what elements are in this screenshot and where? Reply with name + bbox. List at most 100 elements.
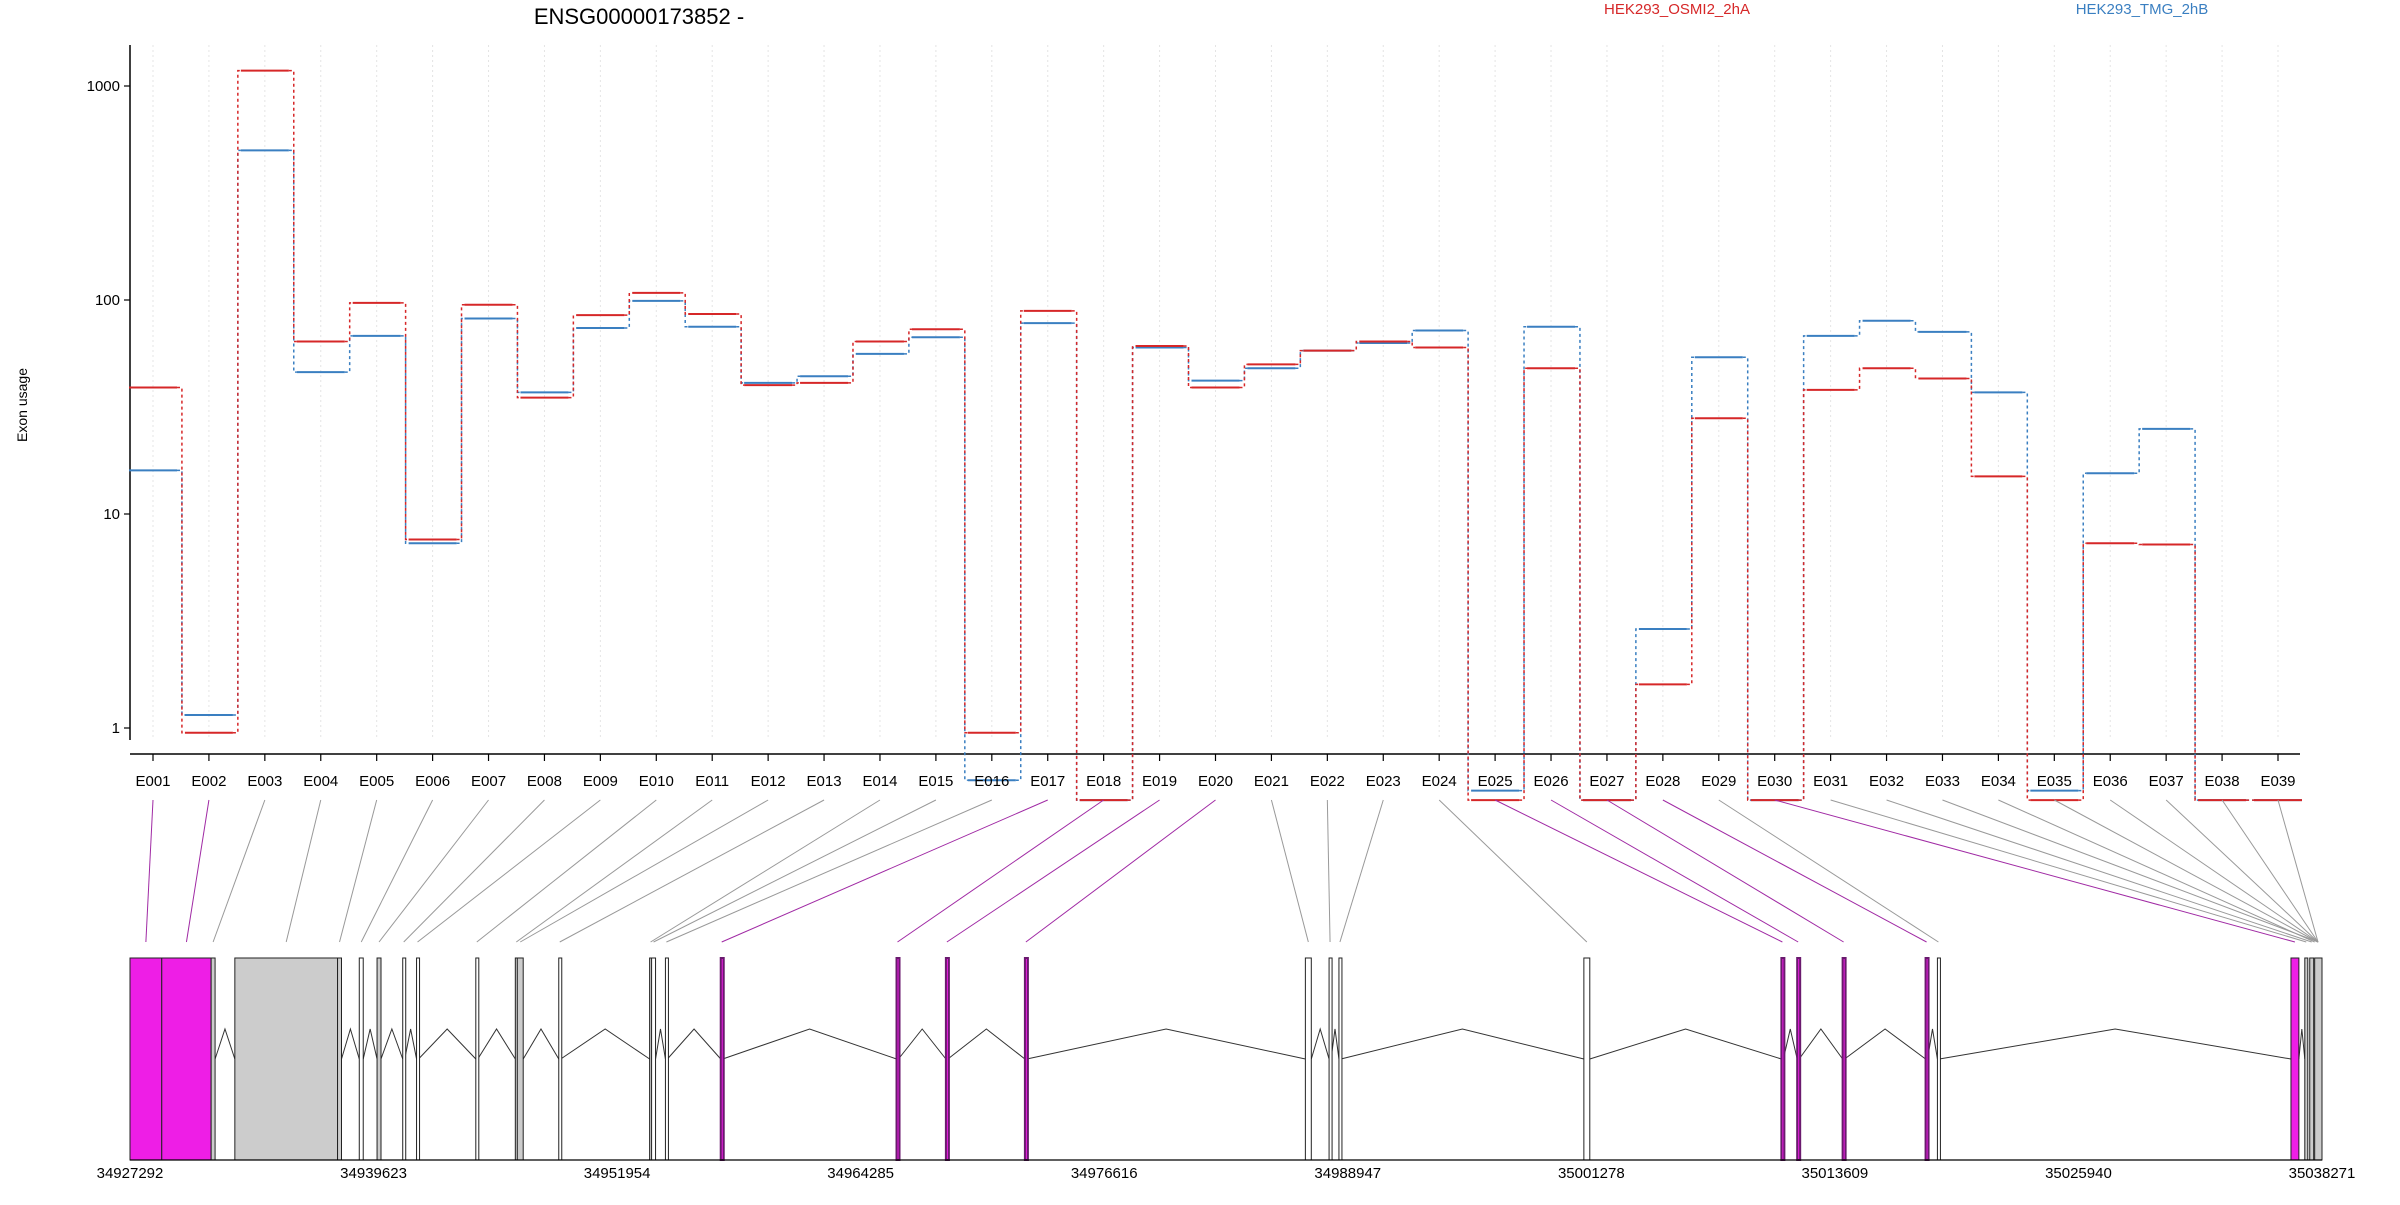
x-tick-label: E015	[918, 773, 953, 790]
data-series	[129, 69, 2302, 802]
x-tick-label: E028	[1645, 773, 1680, 790]
series-0-connector	[400, 302, 409, 541]
series-1-connector	[624, 300, 633, 329]
exon-box	[1841, 957, 1847, 1161]
series-1-connector	[568, 327, 577, 394]
exon-connector	[721, 799, 1048, 943]
exon-connector	[1718, 799, 1939, 943]
series-0-connector	[1519, 367, 1528, 801]
series-1-connector	[1239, 367, 1248, 382]
x-tick-label: E019	[1142, 773, 1177, 790]
x-tick-label: E007	[471, 773, 506, 790]
exon-box	[416, 957, 421, 1161]
exon-box	[358, 957, 364, 1161]
intron-line	[1844, 1028, 1926, 1060]
x-tick-label: E008	[527, 773, 562, 790]
exon-connectors	[145, 799, 2319, 943]
exon-box	[2314, 957, 2323, 1161]
exon-connector	[285, 799, 322, 943]
series-0-connector	[1630, 683, 1639, 801]
exon-box	[2290, 957, 2300, 1161]
intron-line	[1340, 1028, 1584, 1060]
x-tick-label: E014	[862, 773, 897, 790]
x-tick-label: E034	[1981, 773, 2016, 790]
y-tick-label: 1	[112, 720, 120, 737]
intron-line	[1589, 1028, 1782, 1060]
x-tick-label: E029	[1701, 773, 1736, 790]
exon-box	[475, 957, 480, 1161]
exon-connector	[946, 799, 1160, 943]
series-1-connector	[1854, 319, 1863, 337]
genomic-tick-label: 34976616	[1071, 1165, 1138, 1182]
series-0-connector	[568, 314, 577, 399]
series-1-connector	[1630, 628, 1639, 801]
genomic-tick-label: 34927292	[97, 1165, 164, 1182]
exon-connector	[1830, 799, 2307, 943]
series-0-connector	[959, 328, 968, 734]
series-0-connector	[512, 304, 521, 399]
x-tick-label: E030	[1757, 773, 1792, 790]
exon-box	[2304, 957, 2309, 1161]
series-1-connector	[1575, 325, 1583, 801]
series-1-connector	[1407, 329, 1416, 344]
exon-box	[944, 957, 950, 1161]
intron-line	[341, 1027, 360, 1060]
series-1-connector	[1798, 335, 1807, 801]
exon-box	[651, 957, 657, 1161]
series-1-connector	[1742, 356, 1751, 801]
series-0-connector	[1015, 310, 1024, 734]
series-1-connector	[344, 335, 353, 373]
y-tick-label: 1000	[87, 78, 120, 95]
x-tick-labels: E001 E002 E003 E004 E005 E006 E007 E008 E009 E010…	[135, 773, 2295, 790]
x-tick-label: E002	[191, 773, 226, 790]
x-tick-label: E022	[1310, 773, 1345, 790]
genomic-tick-label: 34964285	[827, 1165, 894, 1182]
genomic-tick-label: 34939623	[340, 1165, 407, 1182]
exon-box	[558, 957, 563, 1161]
exon-connector	[1606, 799, 1844, 943]
genomic-tick-labels: 34927292 34939623 34951954 34964285 34976616…	[97, 1165, 2356, 1182]
series-0-connector	[2078, 542, 2087, 801]
series-0-connector	[848, 340, 856, 384]
exon-connector	[1886, 799, 2312, 943]
exon-connector	[185, 799, 210, 943]
x-tick-label: E001	[135, 773, 170, 790]
series-1-connector	[680, 300, 689, 328]
series-0-connector	[1239, 363, 1248, 389]
series-0-connector	[1407, 340, 1416, 349]
series-1-connector	[512, 317, 521, 394]
intron-line	[1939, 1028, 2292, 1060]
exon-box	[402, 957, 407, 1161]
series-0-connector	[1686, 417, 1695, 686]
genomic-tick-label: 35001278	[1558, 1165, 1625, 1182]
x-tick-label: E004	[303, 773, 338, 790]
x-tick-label: E026	[1534, 773, 1569, 790]
series-1-connector	[1966, 331, 1975, 394]
series-0-connector	[792, 382, 801, 386]
exon-connector	[378, 799, 489, 943]
genomic-tick-label: 35013609	[1802, 1165, 1869, 1182]
exon-connector	[1662, 799, 1927, 943]
series-0-connector	[177, 386, 185, 734]
exon-box	[1304, 957, 1312, 1161]
exon-box	[1796, 957, 1802, 1161]
exon-box	[719, 957, 725, 1161]
series-0	[129, 69, 2302, 802]
exon-connector	[1339, 799, 1384, 943]
legend-entry-tmg: HEK293_TMG_2hB	[2076, 1, 2209, 18]
exon-connector	[653, 799, 937, 943]
exon-connector	[520, 799, 769, 943]
series-1-connector	[1463, 329, 1472, 792]
exon-box	[516, 957, 524, 1161]
series-0-connector	[232, 69, 241, 734]
series-0-connector	[1798, 389, 1807, 801]
genomic-tick-label: 34988947	[1314, 1165, 1381, 1182]
series-1-connector	[2078, 472, 2087, 792]
exon-box	[1328, 957, 1333, 1161]
x-tick-label: E020	[1198, 773, 1233, 790]
exon-connector	[2221, 799, 2319, 943]
exon-connector	[650, 799, 881, 943]
exon-connector	[476, 799, 657, 943]
exon-connector	[1942, 799, 2319, 943]
